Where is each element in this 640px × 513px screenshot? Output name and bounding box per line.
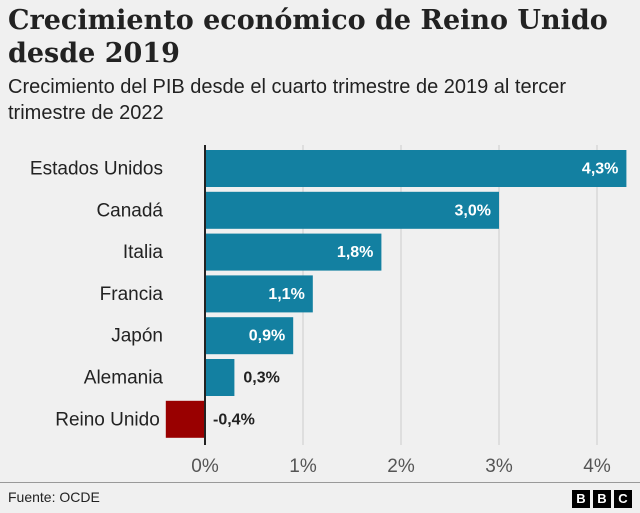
category-label: Italia <box>123 242 164 263</box>
bar <box>205 150 627 187</box>
bbc-logo: B B C <box>572 490 632 508</box>
value-label: 3,0% <box>455 202 491 219</box>
chart-subtitle: Crecimiento del PIB desde el cuarto trim… <box>8 76 567 124</box>
x-tick-label: 4% <box>583 456 611 477</box>
logo-letter-c: C <box>614 490 632 508</box>
value-label: 4,3% <box>582 161 618 178</box>
value-label: 1,1% <box>268 286 304 303</box>
value-label: -0,4% <box>213 411 255 428</box>
x-tick-label: 3% <box>485 456 513 477</box>
category-label: Reino Unido <box>55 409 160 430</box>
category-label: Estados Unidos <box>30 159 163 180</box>
bar <box>205 191 499 229</box>
x-tick-label: 1% <box>289 456 317 477</box>
footer-divider <box>0 482 640 483</box>
bar <box>205 359 235 396</box>
category-label: Francia <box>100 284 164 305</box>
source-note: Fuente: OCDE <box>8 489 100 505</box>
value-label: 1,8% <box>337 244 373 261</box>
chart-title: Crecimiento económico de Reino Unido des… <box>8 5 608 69</box>
bar <box>205 233 382 271</box>
bar-chart: Estados Unidos 4,3% Canadá 3,0% Italia 1,8% Fr… <box>30 145 627 477</box>
bar <box>205 275 313 313</box>
category-label: Alemania <box>84 368 164 389</box>
logo-letter-b2: B <box>593 490 611 508</box>
category-label: Japón <box>111 326 163 347</box>
bar <box>165 400 205 438</box>
x-tick-label: 2% <box>387 456 415 477</box>
category-label: Canadá <box>96 200 163 221</box>
value-label: 0,9% <box>249 328 285 345</box>
bar <box>205 317 294 355</box>
value-label: 0,3% <box>243 370 279 387</box>
x-tick-label: 0% <box>191 456 219 477</box>
logo-letter-b1: B <box>572 490 590 508</box>
